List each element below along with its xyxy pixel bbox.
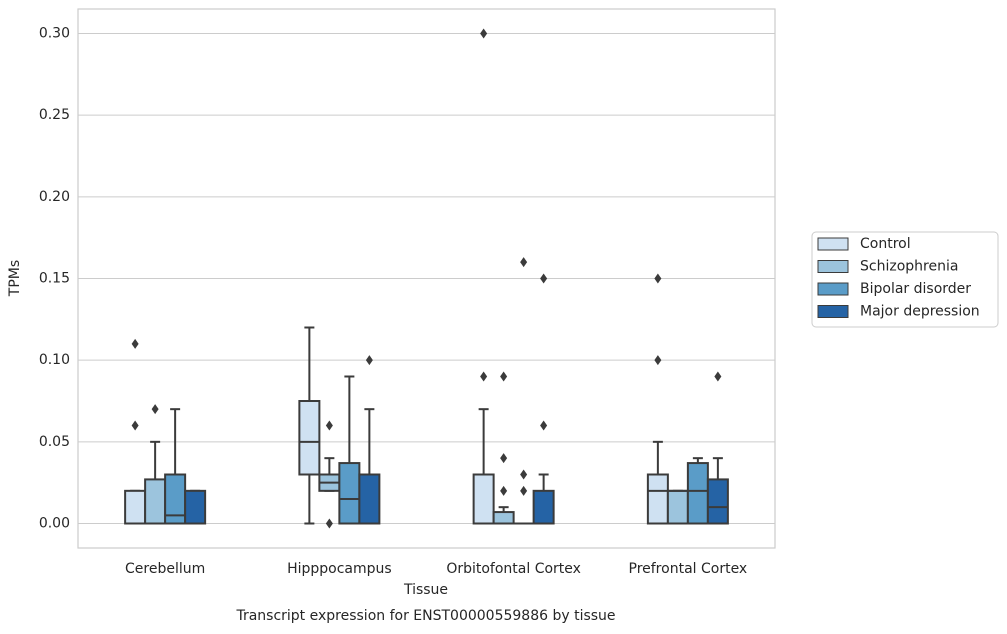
- outlier: [500, 485, 508, 496]
- legend-swatch: [817, 237, 849, 251]
- legend-swatch: [817, 282, 849, 296]
- y-axis-label: TPMs: [7, 260, 23, 297]
- outlier: [714, 371, 722, 382]
- outlier: [654, 355, 662, 366]
- outlier: [520, 469, 528, 480]
- x-tick-label: Cerebellum: [125, 561, 205, 577]
- x-tick-label: Hipppocampus: [287, 561, 392, 577]
- y-tick-label: 0.00: [39, 516, 70, 532]
- y-tick-label: 0.15: [39, 271, 70, 287]
- plot-frame: [77, 8, 776, 549]
- box: [492, 511, 515, 525]
- legend-swatch: [817, 305, 849, 318]
- outlier: [480, 371, 488, 382]
- outlier: [654, 273, 662, 284]
- x-tick-label: Orbitofontal Cortex: [446, 561, 581, 577]
- legend-swatch: [817, 260, 849, 273]
- box: [124, 489, 147, 525]
- outlier: [131, 420, 139, 431]
- y-tick-label: 0.30: [39, 26, 70, 42]
- box: [706, 478, 729, 525]
- legend-label: Schizophrenia: [860, 259, 958, 275]
- box: [646, 473, 669, 525]
- chart-title: Transcript expression for ENST0000055988…: [235, 608, 615, 624]
- x-axis-label: Tissue: [403, 582, 448, 598]
- box: [686, 462, 709, 525]
- box: [472, 473, 495, 525]
- outlier: [325, 420, 333, 431]
- box: [298, 400, 321, 476]
- y-tick-label: 0.25: [39, 107, 70, 123]
- y-tick-label: 0.20: [39, 189, 70, 205]
- box: [532, 489, 555, 525]
- outlier: [540, 273, 548, 284]
- outlier: [480, 28, 488, 39]
- outlier: [131, 338, 139, 349]
- outlier: [365, 355, 373, 366]
- legend-frame: [811, 231, 999, 328]
- outlier: [540, 420, 548, 431]
- legend-label: Control: [860, 236, 911, 252]
- y-tick-label: 0.10: [39, 352, 70, 368]
- legend-label: Bipolar disorder: [860, 281, 971, 297]
- outlier: [325, 518, 333, 529]
- outlier: [500, 453, 508, 464]
- box: [666, 489, 689, 525]
- y-tick-label: 0.05: [39, 434, 70, 450]
- box: [144, 478, 167, 525]
- outlier: [151, 404, 159, 415]
- box: [358, 473, 381, 525]
- x-tick-label: Prefrontal Cortex: [629, 561, 748, 577]
- outlier: [520, 257, 528, 268]
- outlier: [500, 371, 508, 382]
- outlier: [520, 485, 528, 496]
- legend-label: Major depression: [860, 304, 980, 320]
- box: [184, 489, 207, 525]
- box: [338, 462, 361, 525]
